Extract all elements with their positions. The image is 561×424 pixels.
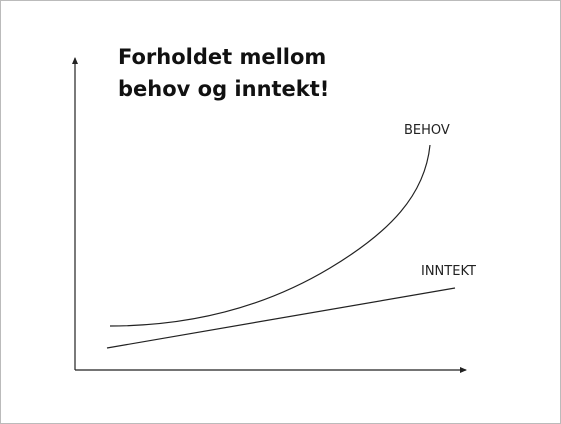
behov-curve [109,144,431,327]
title-line: behov og inntekt! [118,77,329,101]
inntekt-line [106,287,456,349]
title-line: Forholdet mellom [118,45,326,69]
curve-label: INNTEKT [421,264,476,279]
curve-label: BEHOV [404,123,450,138]
